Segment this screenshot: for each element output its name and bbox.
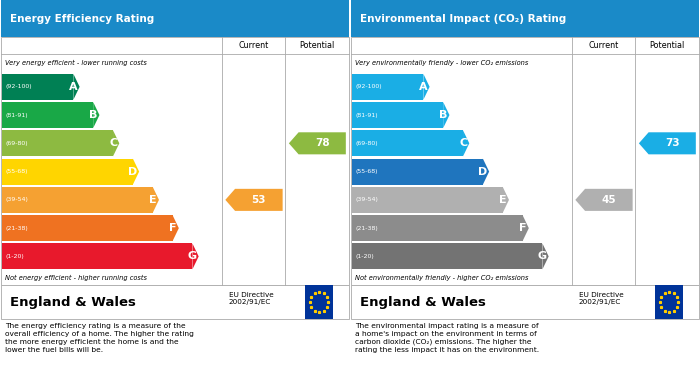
Text: Not environmentally friendly - higher CO₂ emissions: Not environmentally friendly - higher CO…: [355, 275, 528, 281]
Polygon shape: [225, 189, 283, 211]
Polygon shape: [503, 187, 509, 213]
FancyBboxPatch shape: [2, 215, 173, 241]
FancyBboxPatch shape: [352, 244, 542, 269]
Polygon shape: [93, 102, 99, 128]
Text: (92-100): (92-100): [355, 84, 382, 89]
Text: Current: Current: [589, 41, 619, 50]
Text: A: A: [419, 82, 428, 92]
Text: G: G: [188, 251, 197, 262]
Text: 78: 78: [315, 138, 330, 148]
Text: (69-80): (69-80): [355, 141, 378, 146]
Text: E: E: [500, 195, 507, 205]
FancyBboxPatch shape: [352, 215, 523, 241]
Text: Current: Current: [239, 41, 269, 50]
FancyBboxPatch shape: [351, 285, 699, 319]
Polygon shape: [639, 132, 696, 154]
FancyBboxPatch shape: [352, 102, 443, 128]
FancyBboxPatch shape: [1, 285, 349, 319]
FancyBboxPatch shape: [352, 187, 503, 213]
Polygon shape: [575, 189, 633, 211]
Text: The energy efficiency rating is a measure of the
overall efficiency of a home. T: The energy efficiency rating is a measur…: [5, 323, 194, 353]
Text: (55-68): (55-68): [5, 169, 28, 174]
FancyBboxPatch shape: [305, 285, 333, 319]
Text: (81-91): (81-91): [5, 113, 28, 118]
Text: Environmental Impact (CO₂) Rating: Environmental Impact (CO₂) Rating: [360, 14, 566, 23]
Text: E: E: [150, 195, 157, 205]
Text: England & Wales: England & Wales: [10, 296, 136, 308]
Text: 45: 45: [601, 195, 616, 205]
FancyBboxPatch shape: [2, 187, 153, 213]
FancyBboxPatch shape: [2, 102, 93, 128]
Polygon shape: [463, 130, 469, 156]
Polygon shape: [289, 132, 346, 154]
Polygon shape: [133, 159, 139, 185]
Text: (55-68): (55-68): [355, 169, 378, 174]
Text: C: C: [459, 138, 468, 148]
Text: F: F: [169, 223, 177, 233]
FancyBboxPatch shape: [352, 74, 424, 100]
Text: G: G: [538, 251, 547, 262]
Text: EU Directive
2002/91/EC: EU Directive 2002/91/EC: [579, 292, 624, 305]
Text: (1-20): (1-20): [355, 254, 374, 259]
Text: F: F: [519, 223, 527, 233]
Polygon shape: [153, 187, 159, 213]
Text: A: A: [69, 82, 78, 92]
Text: (92-100): (92-100): [5, 84, 32, 89]
Text: Potential: Potential: [650, 41, 685, 50]
FancyBboxPatch shape: [2, 74, 73, 100]
FancyBboxPatch shape: [1, 0, 349, 37]
Polygon shape: [113, 130, 119, 156]
FancyBboxPatch shape: [2, 244, 192, 269]
Text: (69-80): (69-80): [5, 141, 28, 146]
FancyBboxPatch shape: [655, 285, 683, 319]
FancyBboxPatch shape: [1, 37, 349, 285]
Text: England & Wales: England & Wales: [360, 296, 486, 308]
Text: Very energy efficient - lower running costs: Very energy efficient - lower running co…: [5, 60, 147, 66]
FancyBboxPatch shape: [2, 159, 133, 185]
Text: B: B: [89, 110, 97, 120]
Text: Very environmentally friendly - lower CO₂ emissions: Very environmentally friendly - lower CO…: [355, 60, 528, 66]
Polygon shape: [193, 244, 199, 269]
Text: EU Directive
2002/91/EC: EU Directive 2002/91/EC: [229, 292, 274, 305]
Text: 53: 53: [251, 195, 266, 205]
Polygon shape: [173, 215, 178, 241]
FancyBboxPatch shape: [352, 159, 483, 185]
Polygon shape: [424, 74, 430, 100]
Text: D: D: [478, 167, 487, 177]
Text: 73: 73: [665, 138, 680, 148]
Text: Potential: Potential: [300, 41, 335, 50]
Polygon shape: [523, 215, 528, 241]
Text: (21-38): (21-38): [5, 226, 28, 231]
FancyBboxPatch shape: [352, 130, 463, 156]
Text: Not energy efficient - higher running costs: Not energy efficient - higher running co…: [5, 275, 147, 281]
Polygon shape: [542, 244, 549, 269]
Text: (39-54): (39-54): [355, 197, 378, 203]
Text: D: D: [128, 167, 137, 177]
Text: (39-54): (39-54): [5, 197, 28, 203]
Polygon shape: [443, 102, 449, 128]
FancyBboxPatch shape: [351, 0, 699, 37]
Text: Energy Efficiency Rating: Energy Efficiency Rating: [10, 14, 154, 23]
Text: (21-38): (21-38): [355, 226, 378, 231]
Text: B: B: [439, 110, 447, 120]
Polygon shape: [483, 159, 489, 185]
Text: C: C: [109, 138, 118, 148]
Text: (81-91): (81-91): [355, 113, 378, 118]
Text: (1-20): (1-20): [5, 254, 24, 259]
FancyBboxPatch shape: [2, 130, 113, 156]
Polygon shape: [74, 74, 80, 100]
FancyBboxPatch shape: [351, 37, 699, 285]
Text: The environmental impact rating is a measure of
a home's impact on the environme: The environmental impact rating is a mea…: [355, 323, 539, 353]
